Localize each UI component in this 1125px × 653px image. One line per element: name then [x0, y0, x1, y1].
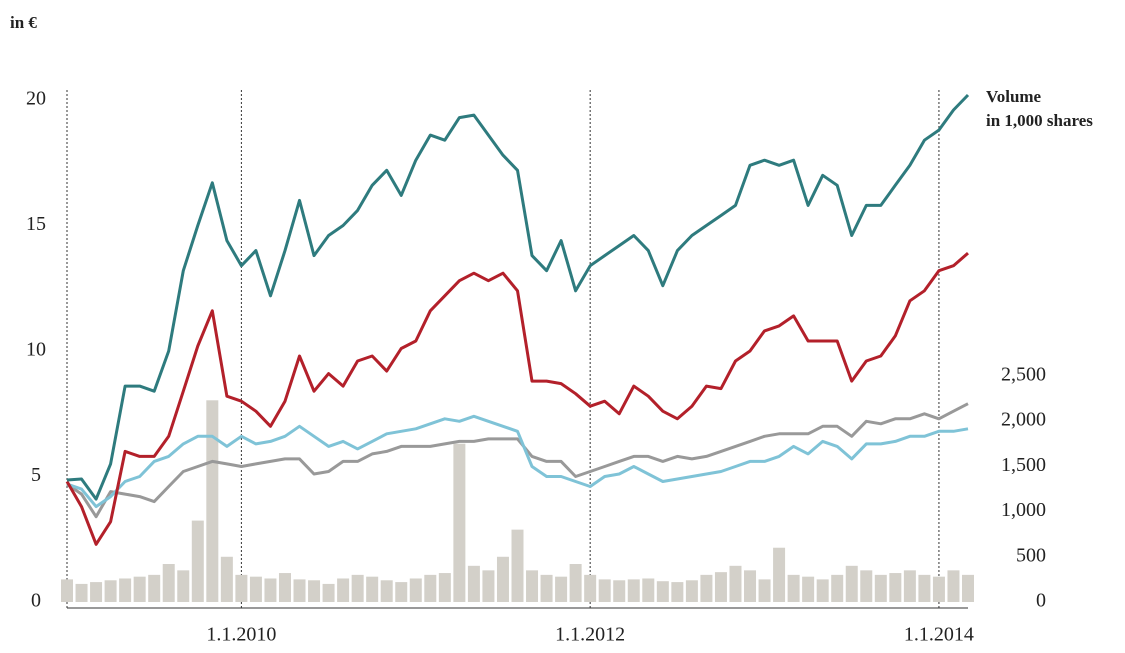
volume-bar — [845, 565, 858, 602]
y-axis-label: in € — [10, 13, 37, 32]
y-tick-label: 15 — [26, 213, 46, 235]
volume-bar — [133, 576, 146, 602]
price-line — [65, 251, 969, 546]
volume-bar — [395, 582, 408, 602]
volume-bar — [424, 574, 437, 602]
volume-bar — [758, 579, 771, 602]
volume-bar — [148, 574, 161, 602]
volume-bar — [947, 570, 960, 602]
volume-bar — [482, 570, 495, 602]
y2-tick-label: 1,000 — [1001, 499, 1046, 521]
volume-bar — [773, 547, 786, 602]
volume-bar — [496, 556, 509, 602]
y2-tick-label: 1,500 — [1001, 454, 1046, 476]
price-line — [66, 402, 969, 519]
volume-bar — [206, 400, 219, 602]
volume-bar — [438, 573, 451, 602]
volume-bar — [322, 583, 335, 602]
volume-bar — [729, 565, 742, 602]
volume-bar — [584, 574, 597, 602]
volume-bar — [61, 579, 73, 602]
volume-bar — [264, 578, 277, 602]
x-tick-label: 1.1.2010 — [206, 624, 276, 646]
y-tick-label: 10 — [26, 339, 46, 361]
y2-tick-label: 2,000 — [1001, 409, 1046, 431]
volume-bar — [555, 576, 568, 602]
volume-bar — [613, 580, 626, 602]
volume-bar — [831, 574, 844, 602]
volume-bar — [351, 574, 364, 602]
volume-bar — [700, 574, 713, 602]
volume-bar — [569, 564, 582, 602]
volume-bar — [278, 573, 291, 602]
volume-bar — [744, 570, 757, 602]
volume-bar — [366, 576, 379, 602]
volume-bar — [308, 580, 321, 602]
volume-bar — [220, 556, 233, 602]
volume-bar — [337, 578, 350, 602]
volume-bar — [802, 576, 815, 602]
volume-bar — [918, 574, 931, 602]
y2-axis-label: in 1,000 shares — [986, 111, 1093, 130]
volume-bar — [656, 581, 669, 602]
volume-bar — [860, 570, 873, 602]
volume-bar — [787, 574, 800, 602]
volume-bar — [540, 574, 553, 602]
volume-bar — [889, 573, 902, 602]
volume-bar — [177, 570, 190, 602]
volume-bar — [119, 578, 132, 602]
volume-bar — [874, 574, 887, 602]
volume-bar — [714, 572, 727, 602]
volume-bar — [511, 529, 524, 602]
volume-bar — [380, 580, 393, 602]
y2-tick-label: 2,500 — [1001, 363, 1046, 385]
volume-bar — [467, 565, 480, 602]
volume-bar — [90, 582, 103, 602]
x-tick-label: 1.1.2014 — [904, 624, 974, 646]
volume-bar — [453, 443, 466, 602]
volume-bar — [249, 576, 262, 602]
x-tick-label: 1.1.2012 — [555, 624, 625, 646]
y2-axis-label: Volume — [986, 87, 1042, 106]
volume-bar — [903, 570, 916, 602]
volume-bar — [235, 574, 248, 602]
volume-bar — [75, 583, 88, 602]
volume-bar — [962, 574, 974, 602]
y-tick-label: 0 — [31, 590, 41, 612]
volume-bar — [162, 564, 175, 602]
price-line — [66, 414, 969, 509]
volume-bar — [642, 578, 655, 602]
y2-tick-label: 500 — [1016, 544, 1046, 566]
volume-bar — [671, 582, 684, 602]
y2-tick-label: 0 — [1036, 590, 1046, 612]
volume-bar — [409, 578, 422, 602]
y-tick-label: 20 — [26, 88, 46, 110]
volume-bar — [598, 579, 611, 602]
volume-bar — [685, 580, 698, 602]
volume-bar — [191, 520, 204, 602]
price-line — [66, 93, 970, 501]
y-tick-label: 5 — [31, 464, 41, 486]
volume-bar — [932, 576, 945, 602]
volume-bar — [293, 579, 306, 602]
volume-bar — [816, 579, 829, 602]
volume-bar — [104, 580, 117, 602]
volume-bar — [526, 570, 539, 602]
volume-bar — [627, 579, 640, 602]
